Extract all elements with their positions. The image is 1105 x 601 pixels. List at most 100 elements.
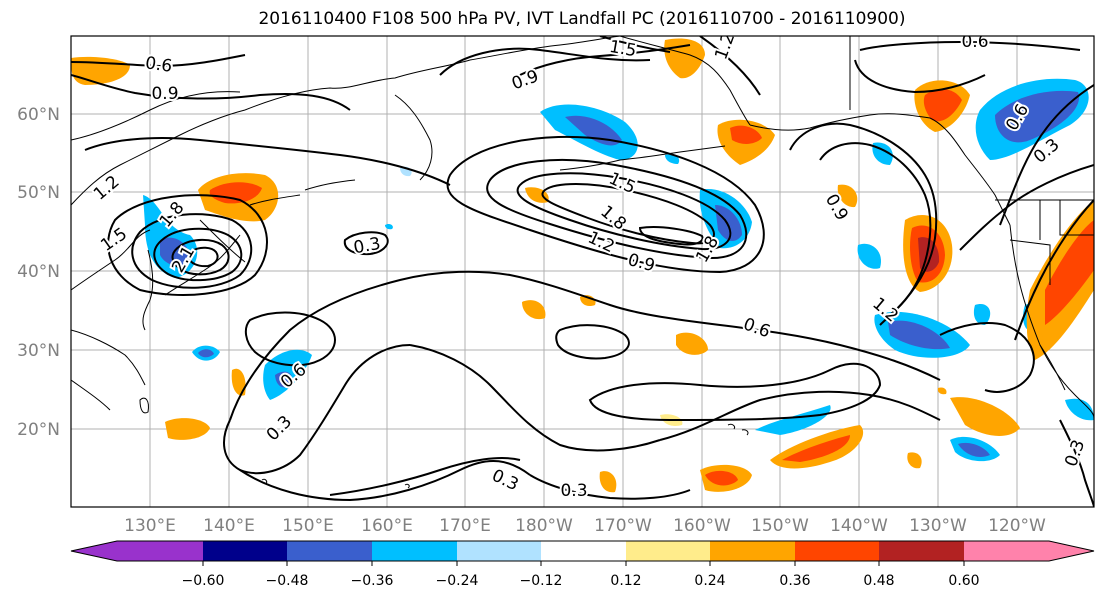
lon-label: 180°W xyxy=(515,516,573,536)
contour-pacific-ring-5 xyxy=(638,226,704,246)
contour-north-1 xyxy=(71,74,351,111)
colorbar-tick-label: −0.36 xyxy=(351,573,394,589)
contour-pacific-ring-2 xyxy=(486,159,748,260)
colorbar-swatch xyxy=(541,541,626,561)
colorbar-swatch xyxy=(879,541,964,561)
colorbar-tick-label: 0.36 xyxy=(779,573,810,589)
shading-positive-subtropical-2-core xyxy=(705,470,738,486)
contour-east-4 xyxy=(854,59,986,94)
figure-title: 2016110400 F108 500 hPa PV, IVT Landfall… xyxy=(258,9,905,29)
contour-ring-07 xyxy=(244,311,336,367)
contour-south-7 xyxy=(329,457,521,496)
colorbar-swatch xyxy=(457,541,541,561)
colorbar: −0.60 −0.48 −0.36 −0.24 −0.12 0.12 0.24 … xyxy=(70,540,1095,589)
colorbar-tick-label: 0.48 xyxy=(863,573,894,589)
shading-positive-small-1 xyxy=(165,418,210,440)
contour-pacific-ring-4 xyxy=(541,183,715,245)
contour-pacific-ring-3 xyxy=(516,172,732,251)
colorbar-extend-high xyxy=(1049,541,1094,561)
contour-japan-ring-5 xyxy=(187,246,219,268)
colorbar-swatch xyxy=(795,541,879,561)
lat-label: 60°N xyxy=(17,105,60,125)
contour-label: 0.9 xyxy=(151,84,178,104)
lon-label: 170°E xyxy=(439,516,491,536)
shading-positive-small-3 xyxy=(676,332,708,355)
shading-positive-alaska-pen-core xyxy=(730,125,762,144)
contour-southeast-2 xyxy=(1059,419,1094,507)
contour-south-2 xyxy=(409,344,661,452)
contour-east-5 xyxy=(959,164,1094,251)
contour-south-6 xyxy=(529,474,691,500)
lon-label: 170°W xyxy=(594,516,652,536)
colorbar-swatch xyxy=(626,541,710,561)
contour-east-6 xyxy=(999,84,1094,226)
colorbar-tick-label: 0.60 xyxy=(948,573,979,589)
shading-negative-northeast-pacific-core xyxy=(888,320,950,350)
colorbar-swatch xyxy=(710,541,795,561)
shading-positive-small-8 xyxy=(599,471,617,493)
lat-label: 30°N xyxy=(17,341,60,361)
colorbar-swatch xyxy=(203,541,287,561)
lon-label: 140°W xyxy=(830,516,888,536)
shading-negative-small-2-core xyxy=(958,442,990,457)
colorbar-tick-label: −0.24 xyxy=(436,573,479,589)
lon-label: 150°E xyxy=(282,516,334,536)
shading-positive-small-9 xyxy=(1027,326,1043,350)
contour-south-4 xyxy=(588,362,882,422)
coast-kuriles xyxy=(249,179,356,206)
coast-baja xyxy=(1039,344,1066,391)
colorbar-extend-low xyxy=(71,541,117,561)
shading-positive-small-4 xyxy=(522,300,546,320)
contour-southeast-1 xyxy=(939,322,1035,393)
shading-positive-small-10 xyxy=(907,452,922,469)
contour-label: 0.3 xyxy=(560,481,587,501)
shading-positive-japan-core xyxy=(209,182,262,204)
lon-label: 140°E xyxy=(203,516,255,536)
contour-arctic-2 xyxy=(519,44,691,76)
map-panel: 0.6 0.9 1.2 1.5 1.8 2.1 0.3 0.9 1.5 1.8 … xyxy=(70,35,1095,508)
contour-japan-ring-2 xyxy=(131,213,253,289)
colorbar-tick-label: −0.48 xyxy=(266,573,309,589)
contour-pacific-ring-1 xyxy=(446,135,765,274)
contour-ring-08 xyxy=(555,324,630,360)
contour-south-3 xyxy=(659,390,941,441)
shading-negative-small-1-core xyxy=(198,349,214,358)
border-us-states xyxy=(1009,200,1094,285)
lat-label: 40°N xyxy=(17,262,60,282)
shading-negative-kamchatka-west-core xyxy=(565,115,622,146)
shading-negative-small-6 xyxy=(857,243,881,269)
shading-negative-small-10 xyxy=(385,223,393,230)
contour-small-03 xyxy=(343,231,389,256)
coast-taiwan xyxy=(139,397,149,414)
shading-positive-small-7 xyxy=(837,184,858,208)
contour-japan-ring-4 xyxy=(171,238,230,276)
longitude-labels: 130°E 140°E 150°E 160°E 170°E 180°W 170°… xyxy=(124,516,1046,536)
coast-aleutians xyxy=(559,145,726,171)
colorbar-swatch xyxy=(117,541,203,561)
colorbar-tick-label: −0.60 xyxy=(182,573,225,589)
lat-label: 20°N xyxy=(17,420,60,440)
coast-kamchatka xyxy=(394,94,433,181)
coastlines xyxy=(71,36,1094,489)
colorbar-tick-label: 0.24 xyxy=(694,573,725,589)
coast-korea xyxy=(142,249,154,331)
colorbar-tick-label: 0.12 xyxy=(610,573,641,589)
coast-alaska-peninsula xyxy=(749,113,931,131)
colorbar-swatch xyxy=(964,541,1049,561)
shading-positive-subtropical-1-core xyxy=(782,435,850,462)
contour-east-7 xyxy=(1014,199,1094,341)
coast-china-south xyxy=(71,329,146,411)
lon-label: 130°W xyxy=(909,516,967,536)
shading-positive-small-2 xyxy=(231,368,246,396)
shading-positive-small-12 xyxy=(937,387,947,395)
contour-arctic-4 xyxy=(599,36,671,53)
contour-japan-ring-1 xyxy=(107,194,268,296)
contour-arctic-1 xyxy=(439,47,651,76)
colorbar-outline xyxy=(70,540,1095,562)
lat-label: 50°N xyxy=(17,183,60,203)
shading-negative-subtropical-core xyxy=(275,371,293,388)
shading-negative-small-3 xyxy=(755,405,831,435)
pv-contours xyxy=(71,36,1094,507)
coast-east-asia xyxy=(71,91,246,291)
